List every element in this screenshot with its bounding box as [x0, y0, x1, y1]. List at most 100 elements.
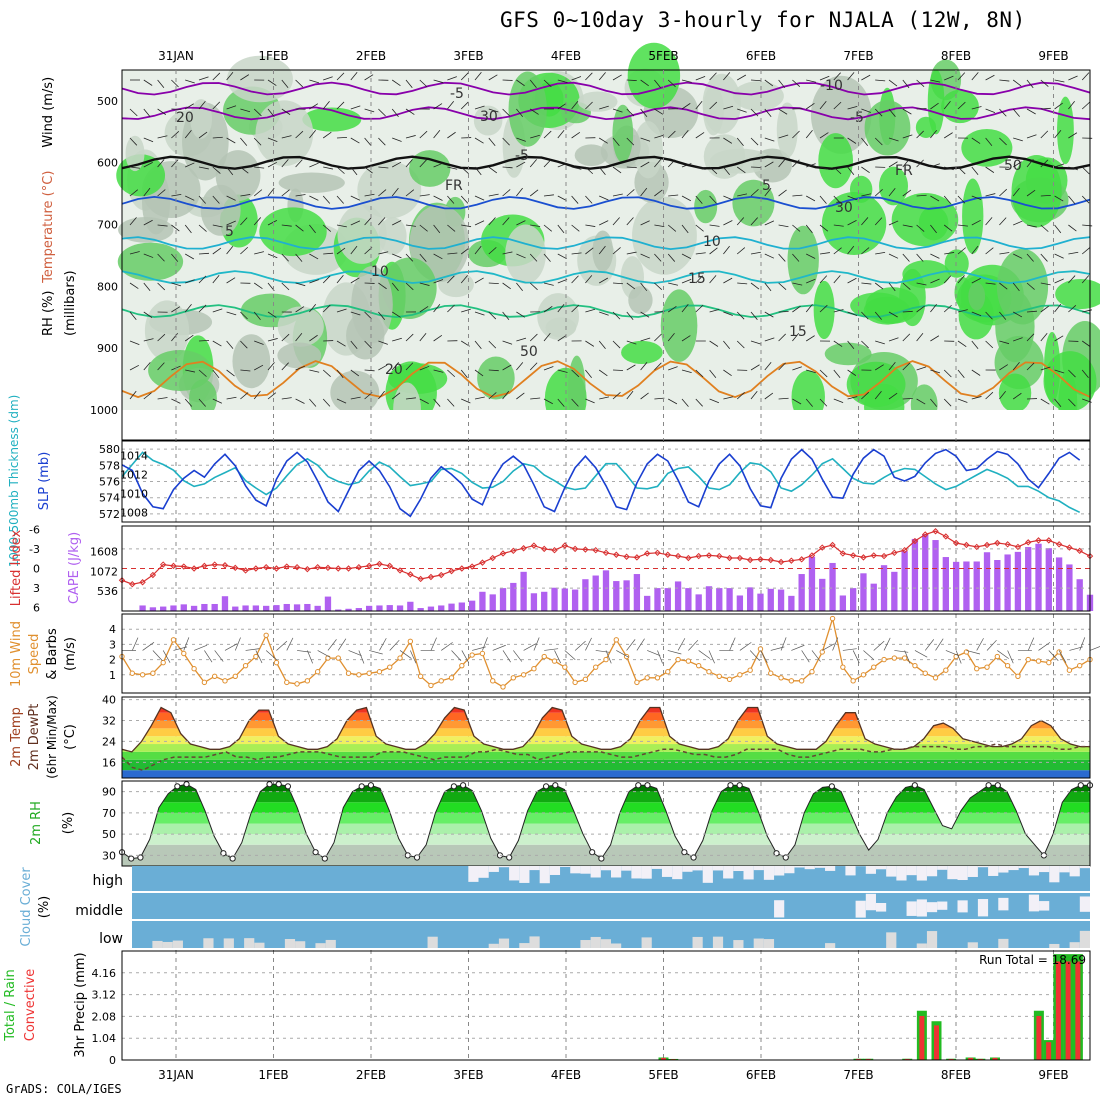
cape-bar: [499, 588, 507, 611]
wind-barb: [681, 103, 691, 110]
cape-bar: [695, 594, 702, 611]
wind-barb: [447, 398, 455, 407]
cloud-high-gap: [784, 866, 795, 874]
wind-barb: [516, 392, 525, 400]
lifted-index-marker: [221, 562, 229, 569]
wind-barb: [902, 108, 912, 115]
cape-bar: [355, 608, 363, 611]
rh-shading-cell: [628, 286, 653, 315]
wind-barb: [1040, 305, 1050, 313]
wind-barb: [267, 79, 277, 86]
wind-barb: [626, 311, 634, 320]
wind-barb: [819, 195, 827, 204]
wind-barb: [447, 76, 457, 81]
date-label-bottom: 4FEB: [551, 1068, 581, 1082]
precip-convective-bar: [948, 1058, 954, 1060]
wind-barb: [389, 639, 400, 651]
wind-barb: [904, 650, 911, 664]
wind-barb: [709, 340, 719, 347]
wind-barb: [433, 195, 443, 201]
wind-barb: [585, 340, 595, 347]
lifted-index-marker: [839, 550, 847, 557]
lifted-index-marker: [952, 539, 960, 547]
wind-barb: [240, 369, 251, 372]
cloud-high-gap: [478, 866, 489, 878]
wind-barb: [317, 650, 331, 658]
wind-barb: [791, 644, 805, 651]
lifted-index-marker: [273, 565, 280, 572]
cloud-high-gap: [468, 866, 479, 882]
wind-speed-marker: [160, 659, 166, 666]
wind-barb: [379, 638, 387, 651]
wind-barb: [410, 650, 417, 664]
wind-barb: [640, 79, 649, 87]
wind-barb: [336, 308, 347, 313]
wind-speed-marker: [572, 679, 578, 686]
date-label-bottom: 5FEB: [648, 1068, 678, 1082]
wind-barb: [129, 390, 137, 400]
rh-shading-cell: [902, 260, 951, 289]
wind-barb: [709, 166, 718, 175]
wind-barb: [999, 340, 1010, 345]
cloud-middle-gap: [906, 901, 917, 916]
cloud-high-gap: [916, 866, 927, 881]
wind-barb: [924, 639, 935, 651]
cloud-high-gap: [661, 866, 673, 877]
wind-barb: [224, 643, 238, 651]
lifted-index-marker: [468, 563, 476, 570]
wind-barb: [253, 137, 262, 146]
wind-barb: [819, 369, 828, 378]
wind-barb: [780, 637, 787, 651]
lifted-index-marker: [252, 565, 260, 572]
wind-speed-marker: [551, 658, 558, 664]
lifted-index-marker: [994, 539, 1001, 547]
wind-barb: [336, 340, 346, 347]
cloud-low-gap: [611, 943, 622, 948]
wind-barb: [764, 187, 772, 197]
wind-barb: [543, 224, 552, 232]
wind-barb: [530, 134, 540, 139]
lifted-index-marker: [1055, 541, 1063, 548]
wind-barb: [198, 398, 206, 407]
wind-speed-marker: [417, 673, 424, 679]
wind-barb: [516, 187, 523, 197]
wind-barb: [749, 650, 760, 661]
cape-bar: [983, 552, 991, 611]
cape-bar: [880, 565, 888, 611]
wind-barb: [916, 79, 925, 87]
wind-speed-marker: [634, 679, 640, 686]
cloud-ylabel-1-text: Cloud Cover: [19, 867, 34, 947]
wind-barb: [1068, 251, 1079, 255]
thickness-tick-label: 572: [99, 508, 120, 521]
rh-line: [121, 783, 1090, 860]
temp-ylabel-1-text: 2m Temp: [9, 707, 24, 767]
wind-barb: [847, 220, 857, 226]
rh-shading-cell: [232, 334, 271, 389]
wind-barb: [640, 392, 649, 400]
cape-bar: [541, 591, 548, 611]
cape-bar: [705, 586, 713, 611]
precip-convective-bar: [661, 1057, 666, 1060]
wind-barb: [667, 159, 676, 168]
cloud-high-gap: [509, 866, 520, 881]
cloud-high-gap: [651, 866, 662, 869]
upper-air-ylabel-part: RH (%): [41, 291, 56, 336]
wind-barb: [516, 108, 524, 117]
wind-barb: [571, 132, 581, 139]
wind-barb: [585, 369, 592, 379]
wind-barb: [129, 108, 138, 117]
wind-barb: [930, 369, 941, 374]
wind-barb: [557, 224, 565, 234]
rh-marker: [1040, 852, 1048, 859]
lifted-index-marker: [870, 552, 877, 559]
wind-barb: [281, 282, 290, 291]
wind-barb: [543, 306, 553, 313]
rh-shading-cell: [144, 300, 190, 362]
lifted-index-marker: [695, 552, 702, 560]
wind-barb: [595, 650, 610, 653]
wind-barb: [668, 398, 678, 405]
rh-marker: [266, 781, 273, 788]
rh-shading-cell: [337, 204, 387, 264]
cloud-high-gap: [529, 866, 540, 871]
wind-speed-marker: [943, 667, 949, 673]
